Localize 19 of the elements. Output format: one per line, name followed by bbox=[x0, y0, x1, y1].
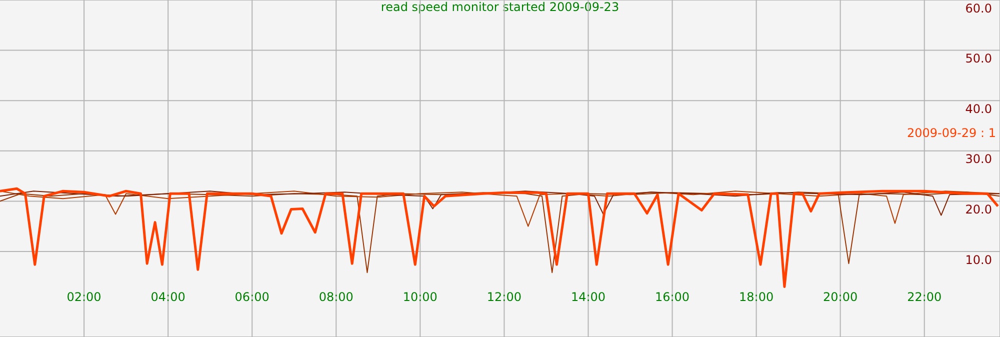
x-tick-label: 14:00 bbox=[570, 290, 606, 304]
y-tick-label: 20.0 bbox=[965, 202, 992, 216]
y-tick-label: 10.0 bbox=[965, 252, 992, 267]
y-tick-label: 30.0 bbox=[965, 152, 992, 166]
x-tick-label: 16:00 bbox=[654, 290, 690, 304]
x-tick-label: 12:00 bbox=[486, 290, 522, 304]
x-tick-label: 04:00 bbox=[150, 290, 186, 304]
x-tick-label: 02:00 bbox=[66, 290, 102, 304]
x-tick-label: 18:00 bbox=[739, 290, 774, 304]
x-tick-label: 06:00 bbox=[234, 290, 270, 304]
x-tick-label: 10:00 bbox=[402, 290, 438, 304]
y-tick-label: 60.0 bbox=[965, 1, 992, 16]
y-tick-label: 40.0 bbox=[965, 102, 992, 116]
x-tick-label: 20:00 bbox=[823, 290, 858, 304]
x-tick-label: 08:00 bbox=[318, 290, 354, 304]
chart-title: read speed monitor started 2009-09-23 bbox=[380, 0, 620, 14]
text: 2009-09-29 : 1 bbox=[906, 126, 996, 140]
x-tick-label: 22:00 bbox=[907, 290, 942, 304]
y-tick-label: 50.0 bbox=[965, 52, 992, 66]
